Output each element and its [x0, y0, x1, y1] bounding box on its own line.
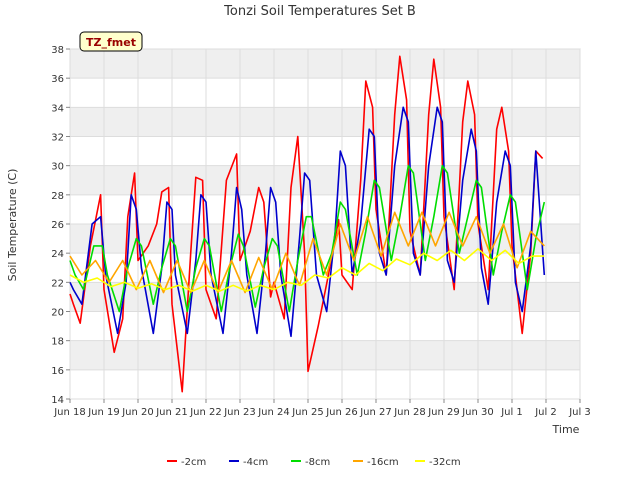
y-tick-label: 36 — [51, 74, 64, 85]
x-tick-label: Jun 23 — [223, 407, 256, 418]
series-line-16cm — [69, 211, 545, 294]
x-tick-label: Jul 2 — [534, 407, 557, 418]
series-line-32cm — [69, 248, 545, 292]
x-tick-label: Jul 1 — [500, 407, 523, 418]
x-tick-label: Jun 27 — [359, 407, 392, 418]
y-tick-label: 32 — [51, 133, 64, 144]
y-tick-label: 18 — [51, 337, 64, 348]
legend-label: -4cm — [243, 457, 268, 468]
x-tick-label: Jun 28 — [393, 407, 426, 418]
x-tick-label: Jun 26 — [325, 407, 358, 418]
y-tick-label: 26 — [51, 220, 64, 231]
y-tick-label: 16 — [51, 366, 64, 377]
y-axis-label: Soil Temperature (C) — [6, 169, 19, 282]
series-group — [69, 55, 546, 393]
y-tick-label: 14 — [51, 395, 64, 406]
x-tick-label: Jun 19 — [87, 407, 120, 418]
series-line-2cm — [69, 55, 544, 393]
y-tick-label: 34 — [51, 103, 64, 114]
site-badge: TZ_fmet — [79, 31, 143, 52]
x-axis: Jun 18 Jun 19 Jun 20 Jun 21 Jun 22 Jun 23 Jun … — [53, 399, 591, 418]
series-line-4cm — [69, 106, 546, 338]
grid-band — [70, 165, 580, 195]
x-tick-label: Jun 24 — [257, 407, 290, 418]
y-tick-label: 22 — [51, 278, 64, 289]
x-tick-label: Jun 20 — [121, 407, 154, 418]
x-axis-label: Time — [552, 423, 580, 436]
y-tick-label: 24 — [51, 249, 64, 260]
legend-label: -8cm — [305, 457, 330, 468]
grid-band — [70, 49, 580, 79]
x-tick-label: Jun 30 — [461, 407, 494, 418]
x-tick-label: Jun 25 — [291, 407, 324, 418]
series-line-8cm — [69, 164, 546, 313]
chart-title: Tonzi Soil Temperatures Set B — [223, 4, 416, 19]
x-tick-label: Jun 29 — [427, 407, 460, 418]
y-tick-label: 20 — [51, 308, 64, 319]
x-tick-label: Jul 3 — [568, 407, 591, 418]
y-tick-label: 30 — [51, 162, 64, 173]
y-tick-label: 28 — [51, 191, 64, 202]
site-badge-label: TZ_fmet — [86, 36, 136, 49]
y-tick-label: 38 — [51, 45, 64, 56]
grid-band — [70, 340, 580, 370]
x-tick-label: Jun 21 — [155, 407, 188, 418]
legend-label: -2cm — [181, 457, 206, 468]
grid-band — [70, 107, 580, 137]
legend: -2cm -4cm -8cm -16cm -32cm — [167, 457, 461, 468]
legend-label: -32cm — [429, 457, 461, 468]
legend-label: -16cm — [367, 457, 399, 468]
y-axis: 14 16 18 20 22 24 26 28 30 32 34 36 38 — [51, 45, 70, 406]
x-tick-label: Jun 22 — [189, 407, 222, 418]
x-tick-label: Jun 18 — [53, 407, 86, 418]
